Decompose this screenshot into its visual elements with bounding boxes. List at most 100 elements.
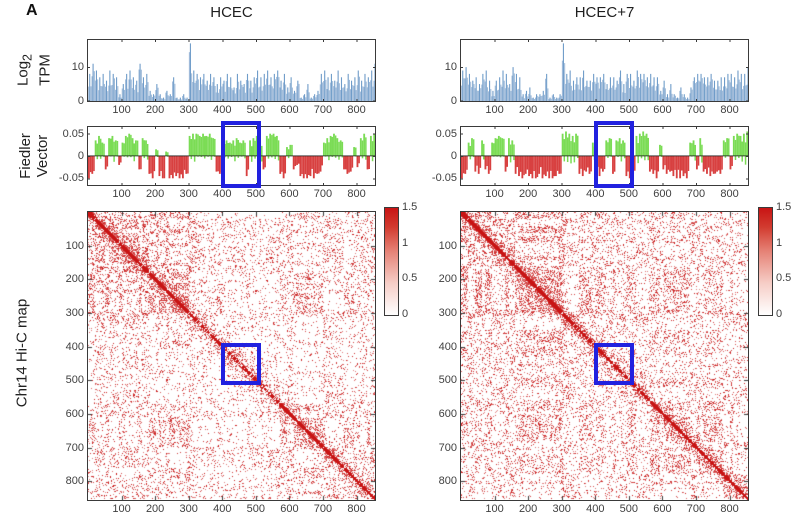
y-tick-label: 800 [65, 475, 84, 488]
y-tick-label: 10 [71, 61, 84, 74]
x-tick-label: 100 [112, 503, 131, 515]
x-tick-label: 700 [686, 188, 706, 200]
x-tick-label: 300 [552, 104, 571, 116]
highlight-box-hic-hcec7 [593, 343, 634, 386]
x-tick-label: 300 [179, 188, 198, 200]
colorbar-hcec [384, 207, 399, 316]
x-tick-label: 700 [313, 188, 333, 200]
colorbar-tick-label: 0.5 [402, 272, 418, 285]
x-tick-label: 500 [246, 188, 265, 200]
y-tick-label: 0.05 [435, 127, 457, 140]
x-tick-label: 200 [145, 104, 165, 116]
highlight-box-hic-hcec [220, 343, 261, 386]
x-tick-label: 700 [313, 104, 333, 116]
y-tick-label: 600 [438, 408, 457, 421]
x-tick-label: 200 [145, 188, 165, 200]
panel-label: A [26, 2, 38, 19]
y-tick-label: 400 [438, 340, 457, 353]
hic-plot-hcec [86, 210, 376, 501]
x-tick-label: 100 [485, 503, 504, 515]
colorbar-tick-label: 1.5 [402, 201, 418, 213]
x-tick-label: 200 [518, 188, 538, 200]
y-tick-label: 0 [77, 95, 84, 107]
y-tick-label: 100 [65, 239, 84, 252]
x-tick-label: 500 [619, 188, 638, 200]
colorbar-hcec7 [758, 207, 773, 316]
x-tick-label: 700 [686, 503, 706, 515]
x-tick-label: 600 [653, 104, 672, 116]
x-tick-label: 600 [653, 188, 672, 200]
fiedler-plot-hcec [86, 125, 376, 186]
ylabel-log2-tpm-line1: Log2 [14, 54, 35, 86]
x-tick-label: 100 [485, 188, 504, 200]
ylabel-chr14-hic-map: Chr14 Hi-C map [13, 298, 31, 408]
x-tick-label: 500 [619, 104, 638, 116]
x-tick-label: 400 [213, 104, 232, 116]
fiedler-canvas-hcec [87, 126, 375, 185]
x-tick-label: 400 [586, 104, 605, 116]
x-tick-label: 200 [518, 104, 538, 116]
y-tick-label: 300 [65, 307, 84, 320]
ylabel-fiedler-line1: Fiedler [17, 133, 34, 179]
x-tick-label: 100 [485, 104, 504, 116]
colorbar-tick-label: 1 [402, 236, 409, 249]
y-tick-label: 300 [438, 307, 457, 320]
x-tick-label: 600 [280, 104, 299, 116]
x-tick-label: 100 [112, 188, 131, 200]
x-tick-label: 500 [246, 503, 265, 515]
x-tick-label: 800 [347, 188, 366, 200]
colorbar-tick-label: 0.5 [776, 272, 792, 285]
hic-canvas-hcec7 [460, 211, 748, 500]
y-tick-label: 200 [438, 273, 457, 286]
tpm-plot-hcec7 [459, 38, 749, 102]
hic-canvas-hcec [87, 211, 375, 500]
y-tick-label: 400 [65, 340, 84, 353]
x-tick-label: 300 [179, 503, 198, 515]
y-tick-label: 500 [438, 374, 457, 387]
colorbar-tick-label: 0 [402, 308, 409, 320]
x-tick-label: 600 [280, 188, 299, 200]
y-tick-label: 600 [65, 408, 84, 421]
y-tick-label: 100 [438, 239, 457, 252]
y-tick-label: 800 [438, 475, 457, 488]
highlight-box-fiedler-hcec [220, 121, 261, 188]
x-tick-label: 400 [586, 188, 605, 200]
x-tick-label: 400 [213, 503, 232, 515]
x-tick-label: 500 [619, 503, 638, 515]
x-tick-label: 100 [112, 104, 131, 116]
column-title-hcec7: HCEC+7 [574, 4, 635, 21]
y-tick-label: 200 [65, 273, 84, 286]
highlight-box-fiedler-hcec7 [593, 121, 634, 188]
tpm-plot-hcec [86, 38, 376, 102]
x-tick-label: 200 [145, 503, 165, 515]
y-tick-label: 10 [444, 61, 457, 74]
y-tick-label: -0.05 [431, 172, 457, 185]
x-tick-label: 600 [653, 503, 672, 515]
x-tick-label: 300 [552, 188, 571, 200]
x-tick-label: 700 [686, 104, 706, 116]
x-tick-label: 500 [246, 104, 265, 116]
y-tick-label: 0 [77, 150, 84, 162]
x-tick-label: 800 [720, 188, 739, 200]
x-tick-label: 700 [313, 503, 333, 515]
colorbar-tick-label: 1.5 [776, 201, 792, 213]
y-tick-label: 0 [450, 150, 457, 162]
x-tick-label: 200 [518, 503, 538, 515]
tpm-canvas-hcec7 [460, 39, 748, 101]
x-tick-label: 800 [347, 104, 366, 116]
x-tick-label: 400 [586, 503, 605, 515]
column-title-hcec: HCEC [210, 4, 253, 21]
y-tick-label: 700 [65, 441, 84, 454]
x-tick-label: 300 [179, 104, 198, 116]
hic-plot-hcec7 [459, 210, 749, 501]
x-tick-label: 400 [213, 188, 232, 200]
fiedler-plot-hcec7 [459, 125, 749, 186]
y-tick-label: 700 [438, 441, 457, 454]
y-tick-label: 0.05 [62, 127, 84, 140]
x-tick-label: 800 [347, 503, 366, 515]
x-tick-label: 800 [720, 104, 739, 116]
x-tick-label: 300 [552, 503, 571, 515]
colorbar-tick-label: 0 [776, 308, 783, 320]
y-tick-label: 500 [65, 374, 84, 387]
